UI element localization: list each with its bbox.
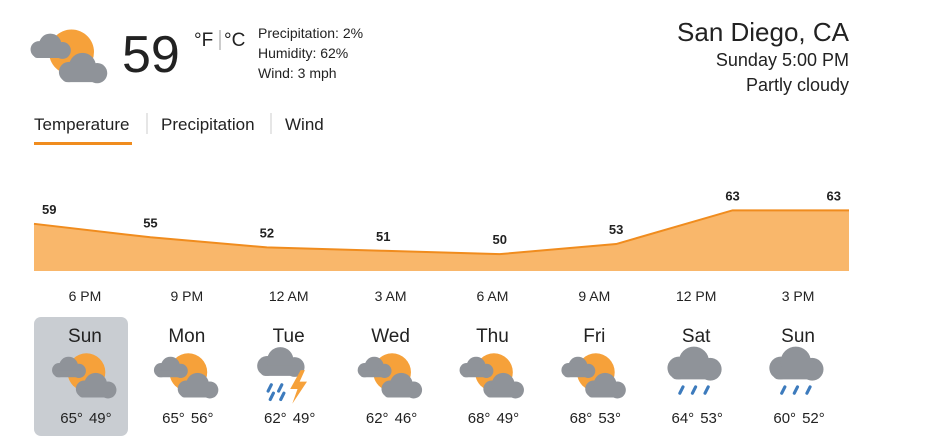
- unit-c: °C: [224, 30, 245, 51]
- time-label: 3 AM: [375, 288, 407, 304]
- detail: Wind: 3 mph: [258, 65, 337, 81]
- day-name: Sun: [781, 326, 815, 347]
- time-label: 12 AM: [269, 288, 309, 304]
- time-label: 9 PM: [170, 288, 203, 304]
- time-label: 9 AM: [578, 288, 610, 304]
- day-name: Sun: [68, 326, 102, 347]
- temperature-line: [33, 209, 849, 256]
- day-high: 68°: [570, 410, 593, 427]
- day-name: Sat: [682, 326, 711, 347]
- value-label: 59: [42, 202, 56, 217]
- location-condition: Partly cloudy: [746, 75, 849, 95]
- value-label: 53: [609, 222, 623, 237]
- day-high: 62°: [366, 410, 389, 427]
- detail: Precipitation: 2%: [258, 25, 363, 41]
- day-name: Tue: [273, 326, 305, 347]
- day-name: Thu: [476, 326, 509, 347]
- location-name: San Diego, CA: [677, 17, 850, 47]
- time-label: 3 PM: [782, 288, 815, 304]
- tab[interactable]: Temperature: [34, 115, 129, 134]
- icon-shape: [31, 30, 108, 84]
- day-low: 53°: [700, 410, 723, 427]
- day-low: 49°: [293, 410, 316, 427]
- detail: Humidity: 62%: [258, 45, 348, 61]
- value-label: 52: [260, 225, 274, 240]
- time-label: 12 PM: [676, 288, 716, 304]
- day-low: 46°: [395, 410, 418, 427]
- time-label: 6 PM: [69, 288, 102, 304]
- day-low: 49°: [496, 410, 519, 427]
- day-low: 49°: [89, 410, 112, 427]
- weather-icon: [31, 30, 108, 84]
- day-high: 64°: [672, 410, 695, 427]
- day-low: 56°: [191, 410, 214, 427]
- day-low: 52°: [802, 410, 825, 427]
- value-label: 55: [143, 215, 157, 230]
- value-label: 51: [376, 229, 390, 244]
- day-high: 65°: [162, 410, 185, 427]
- tab-underline: [34, 142, 132, 145]
- day-high: 62°: [264, 410, 287, 427]
- tab[interactable]: Wind: [285, 115, 324, 134]
- value-label: 50: [492, 232, 506, 247]
- location-time: Sunday 5:00 PM: [716, 50, 849, 70]
- tab[interactable]: Precipitation: [161, 115, 255, 134]
- day-name: Wed: [371, 326, 410, 347]
- value-label: 63: [827, 188, 841, 203]
- day-low: 53°: [598, 410, 621, 427]
- temperature-area: [34, 210, 849, 271]
- day-name: Mon: [168, 326, 205, 347]
- day-high: 65°: [60, 410, 83, 427]
- unit-f: °F: [194, 30, 213, 51]
- current-temperature: 59: [122, 26, 180, 84]
- time-label: 6 AM: [476, 288, 508, 304]
- day-high: 68°: [468, 410, 491, 427]
- value-label: 63: [725, 188, 739, 203]
- day-high: 60°: [773, 410, 796, 427]
- day-name: Fri: [583, 326, 605, 347]
